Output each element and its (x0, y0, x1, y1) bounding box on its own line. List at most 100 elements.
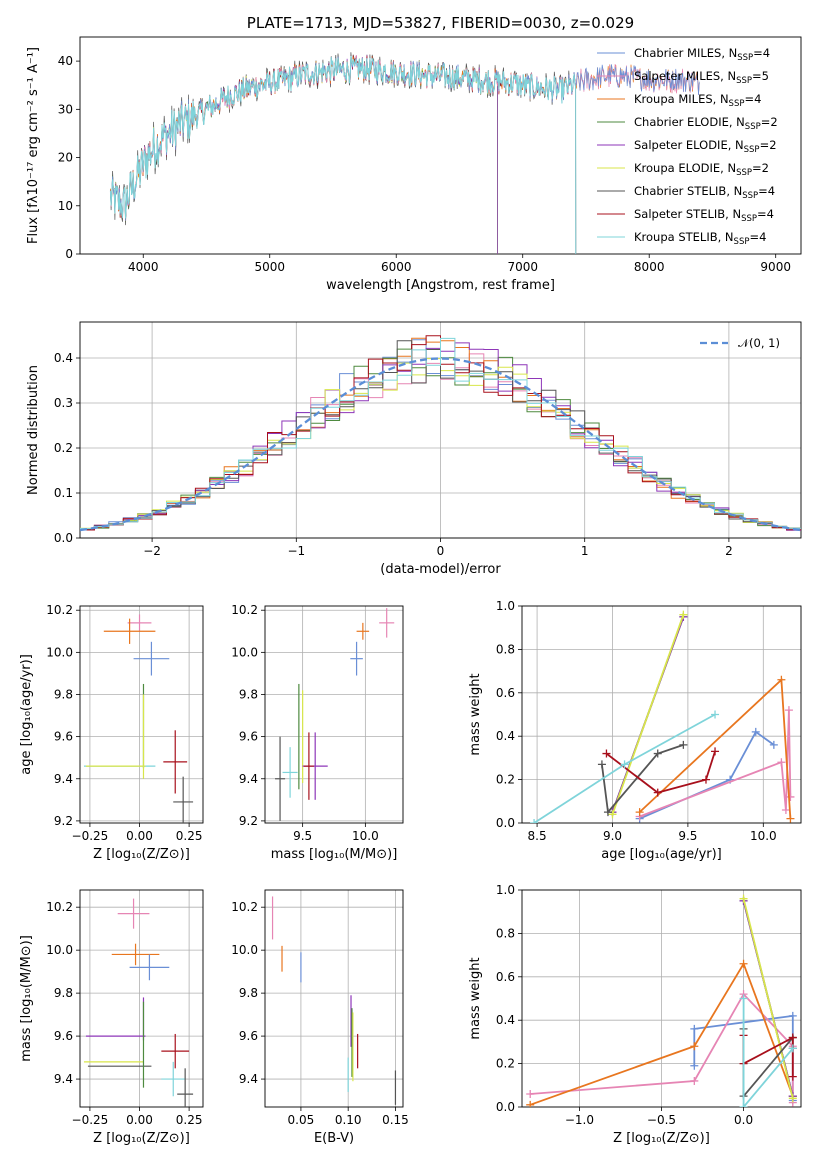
series-marker-salpeter_miles (781, 805, 790, 814)
x-tick-label: 7000 (507, 260, 538, 274)
series-marker-kroupa_elodie (608, 810, 617, 819)
legend-label: 𝒩(0, 1) (738, 336, 780, 350)
errorbar-points (83, 614, 194, 823)
series-marker-salpeter_stelib (653, 788, 662, 797)
x-tick-label: 4000 (128, 260, 159, 274)
x-tick-label: 5000 (254, 260, 285, 274)
legend-label: Kroupa ELODIE, NSSP=2 (634, 161, 769, 178)
x-tick-label: 0.05 (288, 1113, 315, 1127)
series-marker-chabrier_miles (788, 1011, 797, 1020)
weight-lines (526, 894, 797, 1107)
y-tick-label: 0.4 (54, 351, 73, 365)
axes-frame (264, 889, 404, 1108)
y-tick-label: 9.4 (239, 1072, 258, 1086)
x-tick-label: 0 (437, 544, 445, 558)
y-tick-label: 9.8 (54, 986, 73, 1000)
y-tick-label: 10.0 (231, 645, 258, 659)
chart-mass_vs_Z: −0.25 0.00 0.25 9.4 9.6 9.8 10.0 10.2 Z [log₁₀(Z… (19, 889, 204, 1146)
errorbar-points (83, 898, 194, 1107)
x-axis-label: age [log₁₀(age/yr)] (601, 847, 722, 862)
series-marker-kroupa_miles (635, 808, 644, 817)
chart-spectrum: 4000 5000 6000 7000 8000 9000 0 10 20 30 40 wavelen… (26, 14, 802, 293)
series-marker-salpeter_miles (777, 758, 786, 767)
series-marker-kroupa_miles (526, 1100, 535, 1107)
legend-label: Salpeter STELIB, NSSP=4 (634, 207, 774, 224)
series-marker-chabrier_stelib (597, 760, 606, 769)
y-tick-label: 9.2 (54, 814, 73, 828)
y-tick-label: 9.8 (54, 687, 73, 701)
x-tick-label: 10.0 (352, 829, 379, 843)
y-tick-label: 0.2 (496, 773, 515, 787)
series-marker-kroupa_stelib (788, 1044, 797, 1053)
y-tick-label: 0.8 (496, 642, 515, 656)
x-tick-label: 9.5 (293, 829, 312, 843)
series-marker-salpeter_stelib (711, 747, 720, 756)
x-tick-label: 0.0 (734, 1113, 753, 1127)
x-tick-label: 2 (725, 544, 733, 558)
series-marker-salpeter_stelib (701, 775, 710, 784)
series-line-kroupa_elodie (611, 614, 685, 815)
axes-frame (521, 889, 802, 1108)
spectrum-legend: Chabrier MILES, NSSP=4 Salpeter MILES, NS… (597, 46, 778, 247)
x-tick-label: 0.15 (382, 1113, 409, 1127)
legend-label: Chabrier ELODIE, NSSP=2 (634, 115, 778, 132)
y-tick-label: 10.2 (231, 900, 258, 914)
series-marker-kroupa_miles (690, 1042, 699, 1051)
y-tick-label: 10.0 (46, 645, 73, 659)
spectrum-salpeter_elodie (110, 54, 498, 254)
series-marker-chabrier_miles (690, 1024, 699, 1033)
spectrum-kroupa_elodie (110, 55, 498, 254)
series-marker-kroupa_stelib (620, 760, 629, 769)
series-marker-kroupa_elodie (739, 894, 748, 903)
x-axis-label: Z [log₁₀(Z/Z⊙)] (93, 1131, 190, 1146)
y-tick-label: 10.2 (46, 900, 73, 914)
y-tick-label: 9.4 (54, 772, 73, 786)
y-tick-label: 9.6 (239, 1029, 258, 1043)
y-tick-label: 0.6 (496, 970, 515, 984)
spectrum-kroupa_stelib (109, 55, 577, 254)
axes-frame (79, 321, 802, 539)
errorbar-points (271, 896, 397, 1105)
legend-label: Kroupa STELIB, NSSP=4 (634, 230, 766, 247)
y-tick-label: 9.4 (239, 772, 258, 786)
y-tick-label: 30 (58, 102, 73, 116)
series-marker-chabrier_miles (769, 740, 778, 749)
y-tick-label: 1.0 (496, 599, 515, 613)
chart-weight_vs_Z: −1.0 −0.5 0.0 0.0 0.2 0.4 0.6 0.8 1.0 Z [log₁₀(Z/… (468, 883, 802, 1146)
chart-mass_vs_ebv: 0.05 0.10 0.15 9.4 9.6 9.8 10.0 10.2 E(B-V) (231, 889, 409, 1146)
legend-label: Kroupa MILES, NSSP=4 (634, 92, 761, 109)
spectrum-lines (109, 52, 700, 254)
series-marker-kroupa_stelib (711, 710, 720, 719)
x-tick-label: 9000 (760, 260, 791, 274)
series-marker-kroupa_miles (739, 959, 748, 968)
legend-label: Salpeter MILES, NSSP=5 (634, 69, 769, 86)
y-tick-label: 0.6 (496, 686, 515, 700)
series-marker-salpeter_miles (786, 792, 795, 801)
series-line-kroupa_stelib (742, 998, 794, 1107)
series-marker-kroupa_miles (777, 675, 786, 684)
series-marker-kroupa_stelib (530, 819, 539, 823)
legend-label: Chabrier MILES, NSSP=4 (634, 46, 770, 63)
y-tick-label: 0.0 (496, 816, 515, 830)
series-marker-salpeter_miles (784, 706, 793, 715)
y-tick-label: 0.8 (496, 926, 515, 940)
y-tick-label: 0.4 (496, 729, 515, 743)
y-tick-label: 1.0 (496, 883, 515, 897)
series-line-chabrier_stelib (601, 744, 684, 815)
series-line-kroupa_elodie (742, 898, 794, 1099)
x-tick-label: 8000 (634, 260, 665, 274)
axes-frame (521, 605, 802, 824)
y-tick-label: 10 (58, 199, 73, 213)
x-tick-label: −2 (143, 544, 161, 558)
axes-frame (79, 605, 204, 824)
axes-frame (264, 605, 404, 824)
x-tick-label: 0.10 (335, 1113, 362, 1127)
series-line-salpeter_stelib (605, 751, 716, 794)
y-axis-label: age [log₁₀(age/yr)] (19, 654, 34, 775)
x-tick-label: 10.0 (750, 829, 777, 843)
spectrum-chabrier_elodie (110, 55, 498, 254)
y-tick-label: 9.6 (239, 730, 258, 744)
histogram-kroupa_stelib (80, 337, 801, 529)
x-tick-label: 0.00 (126, 829, 153, 843)
